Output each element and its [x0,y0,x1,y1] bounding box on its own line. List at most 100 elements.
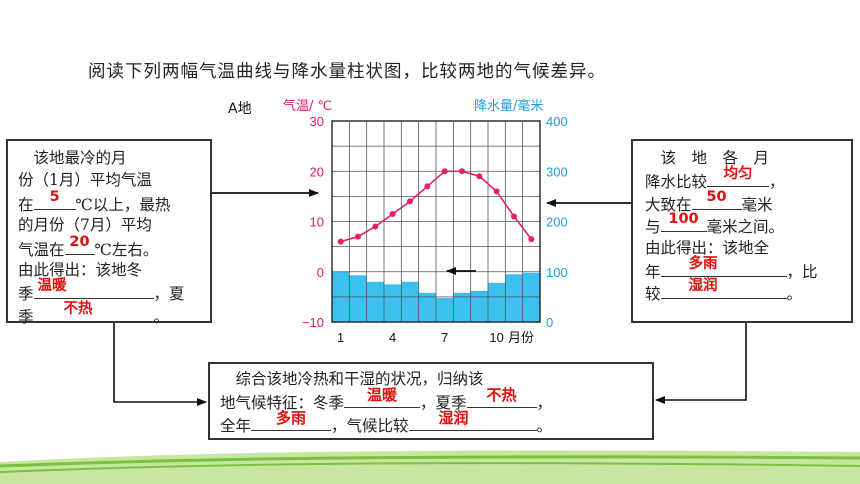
bottom-text: 。 [536,416,553,435]
answer-winter: 温暖 [37,278,67,295]
right-line-1: 该 地 各 月 [645,149,770,167]
left-line-5: 气温在 20 ℃左右。 [18,234,204,259]
precip-bar [349,275,367,322]
right-text: 降水比较 [645,173,708,192]
temperature-point [528,236,535,243]
temperature-point [337,238,344,245]
left-text: 季 [18,285,34,304]
left-line-6: 由此得出：该地冬 [18,260,143,279]
bottom-line-3: 全年 多雨 ，气候比较 湿润 。 [220,409,644,435]
right-text: 较 [645,285,661,304]
precip-bar [522,272,540,322]
page-title: 阅读下列两幅气温曲线与降水量柱状图，比较两地的气候差异。 [88,62,606,82]
answer-summer: 不热 [63,300,93,317]
summary-answer-year: 多雨 [276,408,307,427]
left-line-4: 的月份（7月）平均 [18,216,152,235]
month-tick-label: 4 [389,330,396,345]
left-text: ℃以上，最热 [75,195,171,214]
left-line-7: 季温暖 ，夏 [18,278,204,304]
left-line-8: 季 不热 。 [18,301,204,326]
precip-bar [384,284,402,322]
left-text: ℃左右。 [94,240,159,259]
temp-tick-label: 10 [310,215,324,230]
footer-line-2 [0,462,860,473]
temperature-point [459,168,465,175]
summary-summer-blank: 不热 [466,386,537,409]
right-text: 。 [786,285,803,304]
answer-min-temp: 5 [49,188,60,205]
left-text: 。 [153,307,170,326]
answer-overall: 湿润 [688,278,718,295]
min-temp-blank: 5 [33,189,76,210]
temp-axis-title: 气温/ ℃ [283,98,332,114]
precip-bar [436,297,454,322]
bottom-text: ，夏季 [420,394,467,413]
right-text: 年 [645,262,661,281]
temperature-point [389,210,396,217]
bottom-text: ， [536,394,553,413]
footer-decoration [0,450,860,484]
left-text-box: 该地最冷的月 份（1月）平均气温 在 5 ℃以上，最热 的月份（7月）平均 气温在 2… [6,139,212,326]
precip-bar [470,290,488,322]
bottom-text: 地气候特征：冬季 [220,394,345,413]
precip-tick-label: 0 [546,315,553,330]
overall-blank: 湿润 [660,278,787,300]
temperature-line [340,170,532,243]
bottom-text: 全年 [220,416,252,435]
right-text-box: 该 地 各 月 降水比较 均匀 ， 大致在 50 毫米 与 100 毫米之间。 由此得出：该… [631,139,853,323]
summary-text-box: 综合该地冷热和干湿的状况，归纳该 地气候特征：冬季 温暖 ，夏季 不热 ， 全年 多雨 ，气… [208,362,654,440]
arrow-right-to-summary [655,323,747,404]
winter-blank: 温暖 [33,278,154,300]
max-temp-blank: 20 [64,234,95,255]
left-text: 在 [18,195,34,214]
answer-max-precip: 100 [668,211,699,228]
arrow-left-to-summary [113,323,207,406]
bottom-text: ，气候比较 [331,416,409,435]
precip-bar [488,282,506,322]
right-text: 与 [645,218,661,237]
temp-tick-label: −10 [302,315,324,330]
right-line-2: 降水比较 均匀 ， [645,166,843,192]
answer-annual: 多雨 [688,255,718,272]
precip-bar [401,281,419,322]
min-precip-blank: 50 [691,189,742,210]
temperature-point [511,213,517,220]
right-line-7: 较 湿润 。 [645,278,843,304]
right-text: ， [769,173,785,192]
temperature-point [493,188,500,195]
left-text: 季 [18,307,34,326]
annual-blank: 多雨 [660,256,787,277]
bottom-line-1: 综合该地冷热和干湿的状况，归纳该 [220,370,484,388]
summary-overall-blank: 湿润 [408,409,537,431]
temperature-point [355,233,361,240]
right-line-6: 年 多雨 ，比 [645,256,843,281]
precip-tick-label: 200 [546,215,568,230]
precip-bar [453,292,471,322]
temp-tick-label: 20 [310,164,324,179]
month-axis-unit: 月份 [508,331,534,346]
evenness-blank: 均匀 [707,166,770,188]
temp-tick-label: 30 [310,114,324,129]
summary-answer-summer: 不热 [486,386,517,405]
month-tick-label: 1 [337,330,344,345]
month-tick-label: 7 [441,330,448,345]
right-text: ，比 [786,262,818,281]
temp-tick-label: 0 [317,265,324,280]
footer-line-1 [0,455,860,468]
answer-max-temp: 20 [69,233,90,250]
answer-evenness: 均匀 [723,166,753,183]
bottom-line-2: 地气候特征：冬季 温暖 ，夏季 不热 ， [220,386,644,413]
right-line-3: 大致在 50 毫米 [645,189,843,214]
precip-bar [366,281,384,322]
answer-min-precip: 50 [706,188,727,205]
temperature-point [372,223,379,230]
temperature-point [424,183,431,190]
summary-answer-overall: 湿润 [438,408,469,427]
precip-tick-label: 400 [546,114,568,129]
left-text: 气温在 [18,240,65,259]
left-line-3: 在 5 ℃以上，最热 [18,189,204,214]
right-text: 毫米 [741,195,773,214]
temperature-point [441,168,448,175]
